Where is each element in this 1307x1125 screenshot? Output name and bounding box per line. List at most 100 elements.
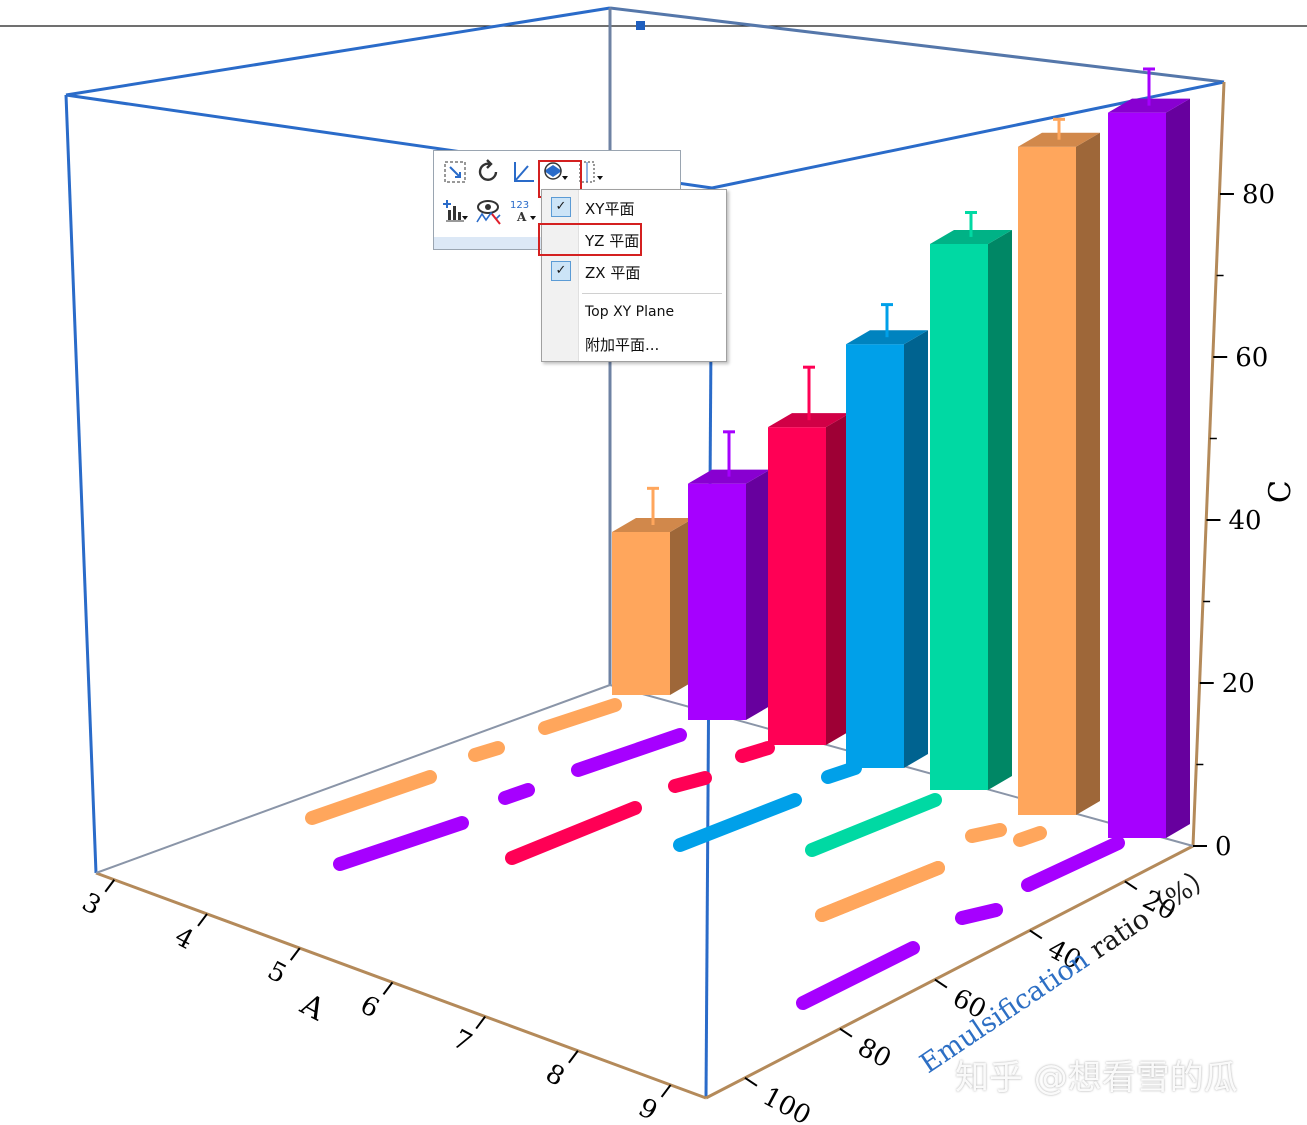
menu-item-top-xy-plane[interactable]: Top XY Plane bbox=[542, 298, 726, 328]
bar-front-face bbox=[930, 243, 988, 790]
floor-mark bbox=[821, 761, 862, 784]
x-tick-label: 8 bbox=[541, 1058, 570, 1092]
label-icon[interactable]: 123 A bbox=[508, 197, 538, 227]
bar-front-face bbox=[1108, 112, 1166, 838]
error-bar bbox=[881, 303, 893, 338]
floor-mark bbox=[673, 793, 802, 852]
x-tick bbox=[197, 913, 208, 927]
axis-icon[interactable] bbox=[508, 157, 538, 187]
y-tick bbox=[744, 1077, 758, 1087]
error-bar bbox=[965, 211, 977, 237]
floor-mark bbox=[571, 728, 687, 777]
x-axis-title: A bbox=[294, 987, 331, 1029]
y-tick bbox=[839, 1027, 853, 1038]
bars-group bbox=[612, 67, 1190, 838]
floor-mark bbox=[1021, 836, 1125, 892]
menu-item-label: XY平面 bbox=[585, 200, 635, 218]
menu-item-yz-plane[interactable]: YZ 平面 bbox=[542, 224, 726, 254]
bar-side-face bbox=[904, 330, 928, 768]
floor-projections bbox=[305, 698, 1125, 1010]
check-icon: ✓ bbox=[551, 197, 571, 217]
floor-mark bbox=[735, 741, 775, 763]
watermark: 知乎 @想看雪的瓜 bbox=[955, 1058, 1238, 1098]
z-axis-title: C bbox=[1263, 480, 1299, 504]
y-tick-label: 100 bbox=[758, 1082, 816, 1125]
bar-side-face bbox=[1166, 98, 1190, 838]
bar-side-face bbox=[826, 413, 850, 745]
bar bbox=[930, 211, 1012, 790]
bar-front-face bbox=[1018, 146, 1076, 815]
add-plot-icon[interactable] bbox=[440, 197, 470, 227]
floor-mark bbox=[668, 771, 712, 793]
y-tick bbox=[1124, 880, 1138, 891]
menu-item-label: 附加平面... bbox=[585, 336, 660, 354]
floor-mark bbox=[815, 861, 945, 922]
yz-plane-highlight bbox=[538, 223, 642, 256]
x-tick bbox=[660, 1084, 672, 1098]
bar-side-face bbox=[988, 229, 1012, 790]
z-tick-label: 60 bbox=[1235, 343, 1268, 373]
selection-handle[interactable] bbox=[636, 21, 645, 30]
y-tick-label: 80 bbox=[853, 1032, 896, 1074]
x-tick bbox=[568, 1050, 579, 1064]
error-bar bbox=[723, 430, 735, 477]
error-bar bbox=[647, 486, 659, 525]
floor-mark bbox=[805, 793, 942, 857]
menu-item-label: ZX 平面 bbox=[585, 264, 641, 282]
z-tick-label: 20 bbox=[1222, 669, 1255, 699]
floor-mark bbox=[468, 741, 505, 762]
floor-mark bbox=[505, 801, 642, 865]
x-tick bbox=[289, 947, 301, 961]
bar-front-face bbox=[846, 344, 904, 768]
menu-item-zx-plane[interactable]: ✓ ZX 平面 bbox=[542, 256, 726, 286]
z-tick-label: 0 bbox=[1215, 832, 1232, 862]
menu-separator bbox=[582, 293, 722, 294]
svg-text:123: 123 bbox=[510, 200, 529, 211]
menu-item-label: Top XY Plane bbox=[585, 304, 675, 320]
floor-mark bbox=[796, 941, 920, 1010]
bar bbox=[1108, 67, 1190, 838]
svg-text:A: A bbox=[516, 210, 527, 224]
x-tick bbox=[382, 981, 394, 995]
plane-icon[interactable] bbox=[540, 157, 570, 187]
x-tick-label: 4 bbox=[170, 922, 199, 956]
floor-mark bbox=[965, 823, 1007, 843]
rescale-icon[interactable] bbox=[440, 157, 470, 187]
x-tick-label: 9 bbox=[633, 1093, 662, 1125]
error-bar bbox=[1143, 67, 1155, 106]
z-tick-label: 80 bbox=[1242, 180, 1275, 210]
bar-front-face bbox=[688, 483, 746, 720]
menu-item-additional-planes[interactable]: 附加平面... bbox=[542, 328, 726, 358]
bar bbox=[612, 486, 694, 695]
floor-mark bbox=[333, 816, 469, 871]
bar bbox=[846, 303, 928, 768]
floor-mark bbox=[1013, 826, 1047, 847]
x-tick-label: 3 bbox=[77, 887, 106, 921]
floor-mark bbox=[305, 770, 437, 825]
z-tick-label: 40 bbox=[1228, 506, 1261, 536]
x-tick bbox=[475, 1015, 486, 1030]
x-tick-label: 5 bbox=[262, 956, 291, 990]
menu-item-xy-plane[interactable]: ✓ XY平面 bbox=[542, 192, 726, 222]
rotate-icon[interactable] bbox=[474, 157, 504, 187]
bar-side-face bbox=[746, 469, 770, 720]
y-tick bbox=[1029, 929, 1043, 940]
menu-item-label: YZ 平面 bbox=[585, 232, 640, 250]
x-tick-label: 7 bbox=[448, 1024, 477, 1058]
error-bar bbox=[1053, 117, 1065, 140]
y-axis-title-part2: ratio（%） bbox=[1077, 859, 1221, 970]
x-tick bbox=[104, 879, 116, 893]
bar bbox=[1018, 117, 1100, 815]
floor-mark bbox=[498, 783, 535, 805]
show-icon[interactable] bbox=[474, 197, 504, 227]
bar-side-face bbox=[1076, 132, 1100, 815]
bar-front-face bbox=[612, 532, 670, 695]
axes-lines bbox=[95, 81, 1226, 1100]
bar bbox=[768, 365, 850, 745]
floor-mark bbox=[955, 903, 1003, 925]
floor-mark bbox=[538, 698, 622, 735]
y-tick bbox=[934, 978, 948, 989]
error-bar bbox=[803, 365, 815, 421]
plane-menu: ✓ XY平面 YZ 平面 ✓ ZX 平面 Top XY Plane 附加平面..… bbox=[538, 189, 727, 362]
